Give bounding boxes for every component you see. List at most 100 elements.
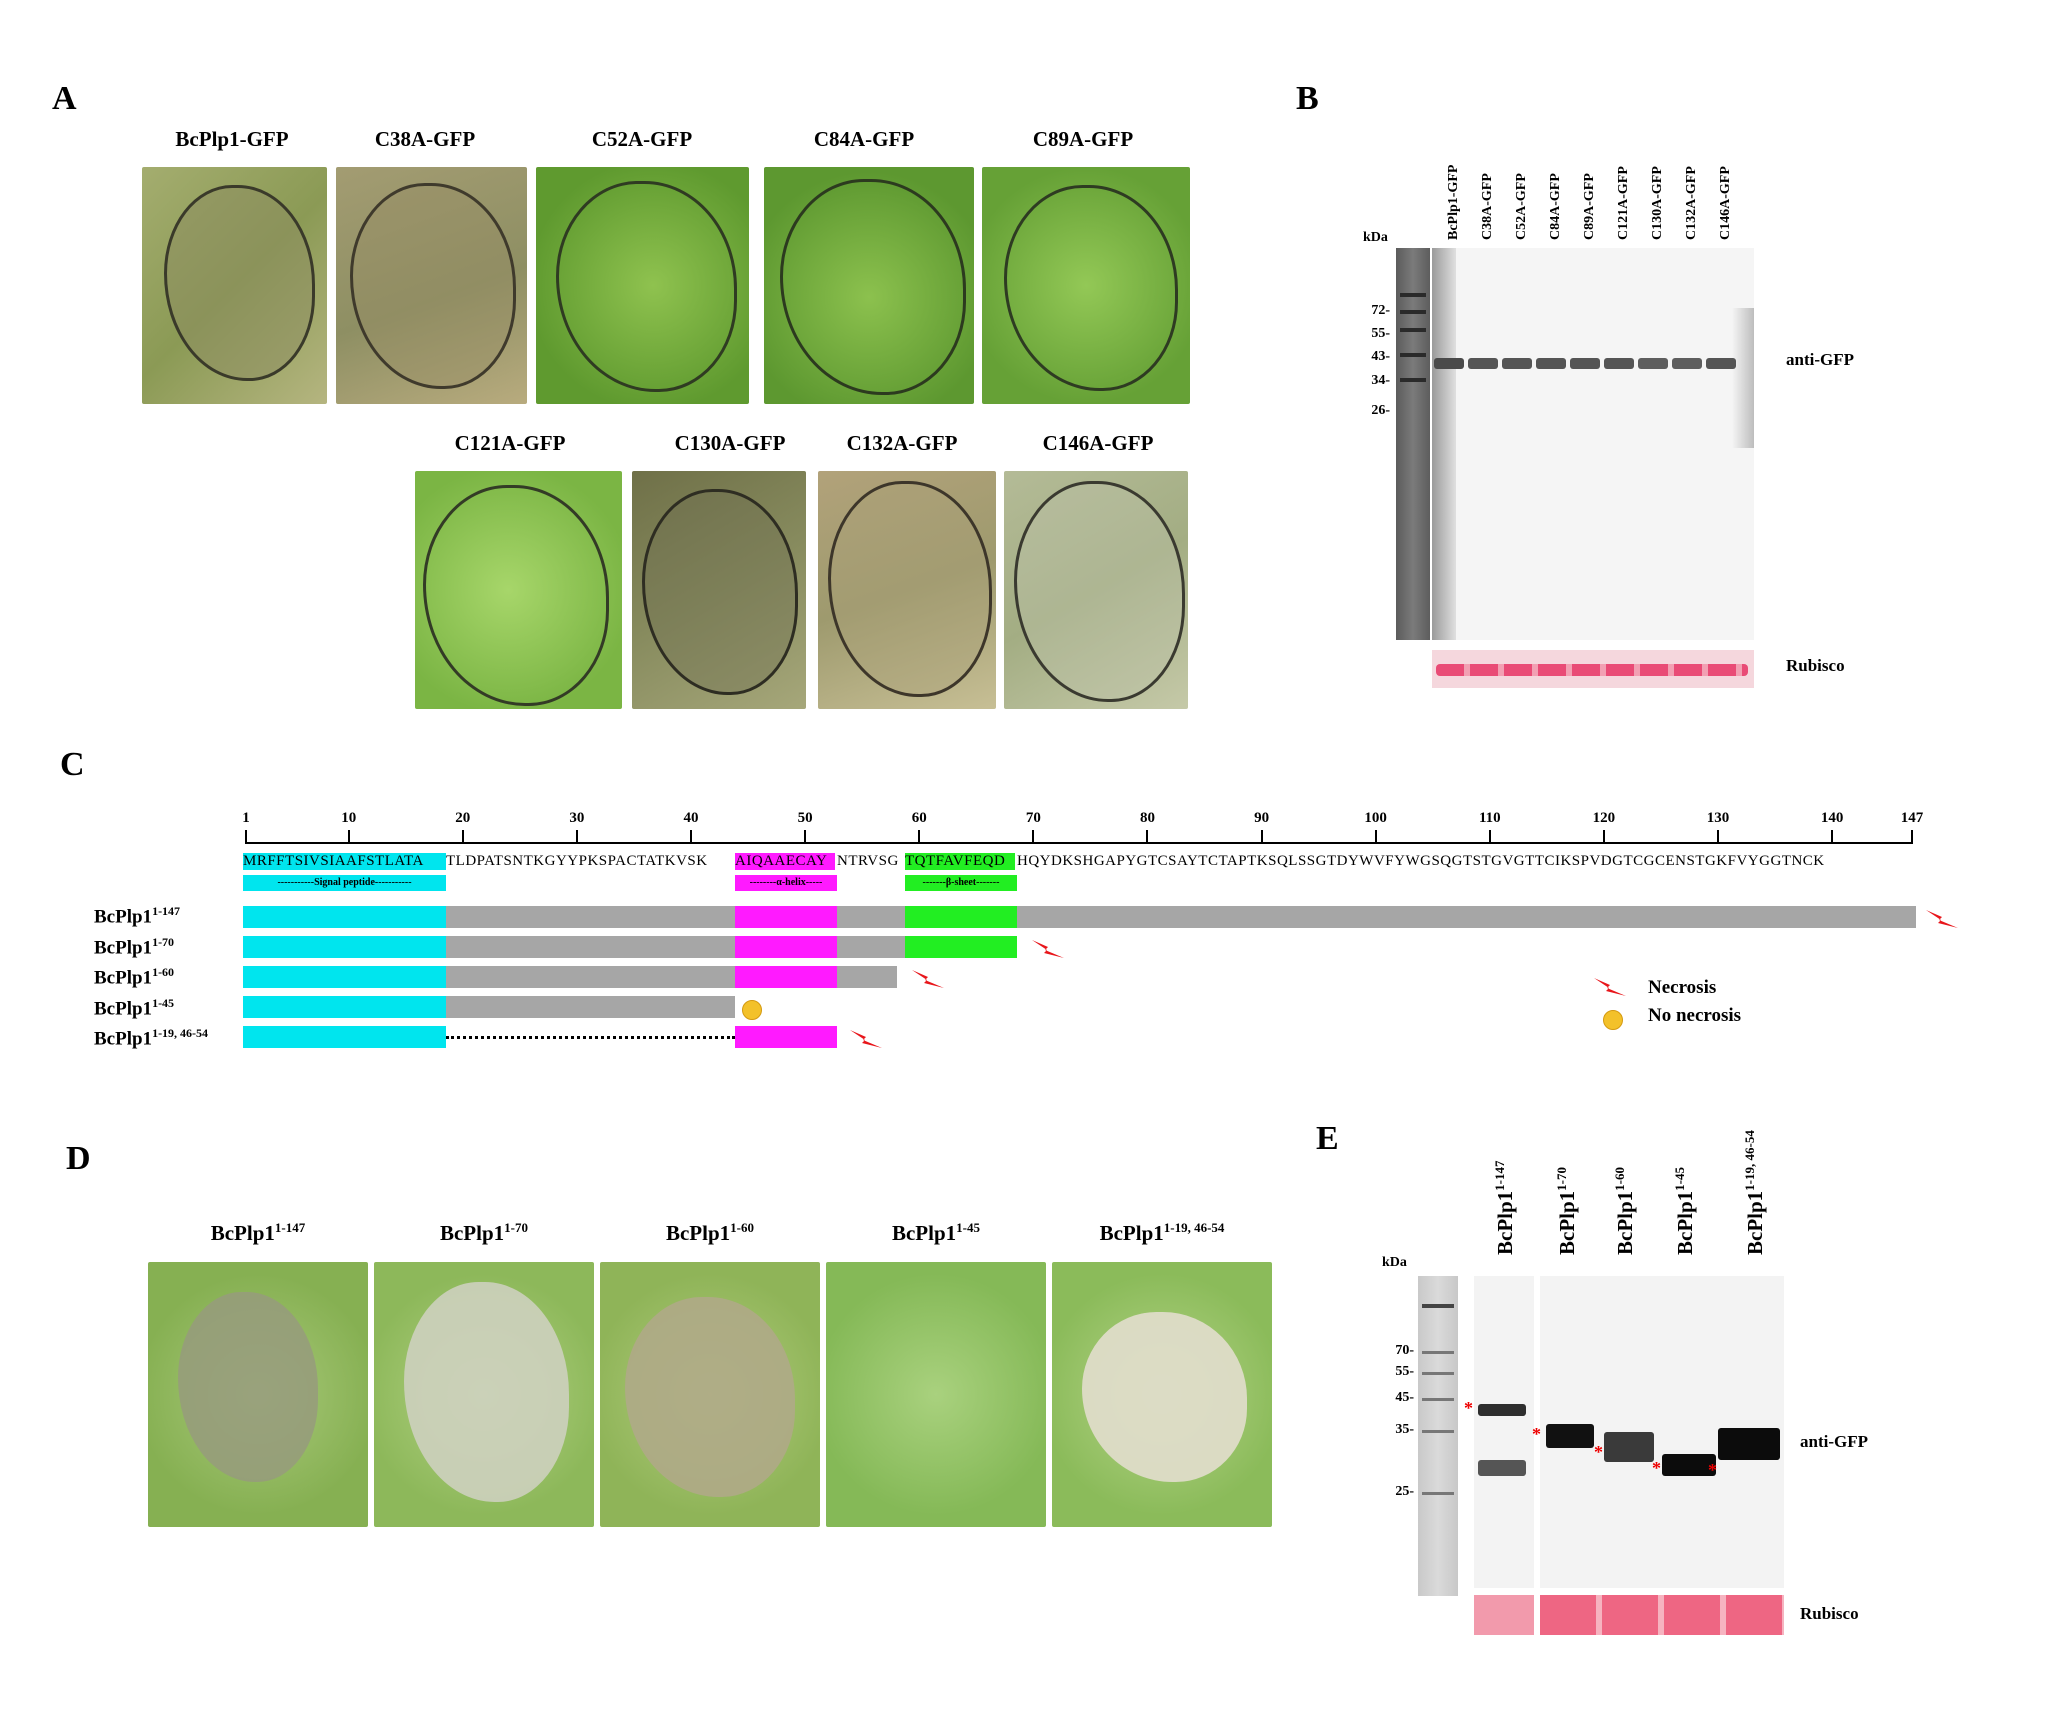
marker-43: 43- (1371, 349, 1390, 364)
leaf-image-c52a (536, 167, 749, 404)
leaf-label-d-1-19-46-54: BcPlp11-19, 46-54 (1099, 1220, 1225, 1245)
construct-1-147-gray1 (446, 906, 735, 928)
sequence-axis (246, 842, 1912, 844)
lane-label-e-1-147: BcPlp11-147 (1492, 1160, 1517, 1255)
leaf-label-c89a: C89A-GFP (1032, 127, 1134, 151)
feature-signal-peptide: -----------Signal peptide----------- (243, 875, 446, 891)
axis-tick (1146, 830, 1149, 844)
seq-mid1: TLDPATSNTKGYYPKSPACTATKVSK (446, 853, 708, 869)
band-b-lane7 (1638, 358, 1668, 369)
panel-b-letter: B (1296, 80, 1319, 117)
lane-label-e-1-45: BcPlp11-45 (1672, 1166, 1697, 1255)
construct-label-1-60: BcPlp11-60 (94, 965, 175, 989)
leaf-image-c132a (818, 471, 996, 709)
band-b-lane6 (1604, 358, 1634, 369)
panel-a-letter: A (52, 80, 77, 117)
axis-tick-label: 70 (1025, 810, 1041, 826)
leaf-label-d-1-70: BcPlp11-70 (439, 1220, 528, 1245)
construct-46-54-helix (735, 1026, 837, 1048)
leaf-image-c84a (764, 167, 974, 404)
construct-1-45-signal (243, 996, 446, 1018)
axis-tick-label: 1 (242, 810, 250, 826)
axis-tick-label: 120 (1592, 810, 1616, 826)
lane-label-c52a: C52A-GFP (1514, 173, 1529, 240)
construct-1-147-signal (243, 906, 446, 928)
feature-alpha-helix: --------α-helix----- (735, 875, 837, 891)
construct-label-1-147: BcPlp11-147 (94, 904, 181, 928)
band-b-lane8 (1672, 358, 1702, 369)
necrosis-bolt-icon (1032, 940, 1064, 958)
axis-tick-label: 100 (1364, 810, 1387, 826)
axis-tick-label: 140 (1820, 810, 1844, 826)
leaf-image-c89a (982, 167, 1190, 404)
lane-label-c130a: C130A-GFP (1650, 166, 1665, 240)
lane-label-c132a: C132A-GFP (1684, 166, 1699, 240)
construct-1-70-sheet (905, 936, 1017, 958)
axis-tick-label: 60 (911, 810, 927, 826)
axis-tick (804, 830, 807, 844)
axis-tick-label: 90 (1254, 810, 1270, 826)
axis-tick (1602, 830, 1605, 844)
necrosis-bolt-icon (850, 1030, 882, 1048)
marker-26: 26- (1371, 403, 1390, 418)
asterisk-icon: * (1532, 1424, 1541, 1444)
construct-1-147-helix (735, 906, 837, 928)
panel-d-letter: D (66, 1140, 91, 1177)
construct-label-1-19-46-54: BcPlp11-19, 46-54 (94, 1026, 209, 1050)
leaf-image-c146a (1004, 471, 1188, 709)
band-e-1-60 (1604, 1432, 1654, 1462)
construct-1-147-gray2 (837, 906, 905, 928)
axis-tick-label: 50 (797, 810, 813, 826)
panel-e-letter: E (1316, 1120, 1339, 1157)
leaf-label-d-1-60: BcPlp11-60 (665, 1220, 754, 1245)
lane-label-e-1-19-46-54: BcPlp11-19, 46-54 (1742, 1130, 1767, 1255)
axis-tick (575, 830, 578, 844)
axis-tick (347, 830, 350, 844)
lane-label-e-1-60: BcPlp11-60 (1612, 1166, 1637, 1255)
axis-tick (918, 830, 921, 844)
leaf-label-c38a: C38A-GFP (374, 127, 476, 151)
axis-tick (1831, 830, 1834, 844)
no-necrosis-smiley-icon (742, 1000, 762, 1020)
seq-signal-peptide: MRFFTSIVSIAAFSTLATA (243, 853, 446, 870)
panel-e-loading: Rubisco (1800, 1604, 1859, 1623)
marker-e-25: 25- (1395, 1484, 1414, 1499)
marker-e-70: 70- (1395, 1343, 1414, 1358)
leaf-label-c52a: C52A-GFP (591, 127, 693, 151)
leaf-label-d-1-147: BcPlp11-147 (210, 1220, 306, 1245)
panel-b-antibody: anti-GFP (1786, 350, 1854, 369)
marker-e-35: 35- (1395, 1422, 1414, 1437)
axis-tick-label: 147 (1900, 810, 1924, 826)
leaf-image-d-1-19-46-54 (1052, 1262, 1272, 1527)
panel-e-antibody: anti-GFP (1800, 1432, 1868, 1451)
construct-1-60-gray1 (446, 966, 735, 988)
leaf-label-c84a: C84A-GFP (813, 127, 915, 151)
construct-label-1-70: BcPlp11-70 (94, 935, 175, 959)
construct-1-60-helix (735, 966, 837, 988)
construct-label-1-45: BcPlp11-45 (94, 996, 175, 1020)
axis-tick (1260, 830, 1263, 844)
lane-label-c146a: C146A-GFP (1718, 166, 1733, 240)
rubisco-strip-b (1432, 650, 1754, 688)
leaf-image-d-1-60 (600, 1262, 820, 1527)
asterisk-icon: * (1652, 1458, 1661, 1478)
axis-tick (461, 830, 464, 844)
panel-b-loading: Rubisco (1786, 656, 1845, 675)
asterisk-icon: * (1464, 1398, 1473, 1418)
construct-1-70-signal (243, 936, 446, 958)
construct-1-19-signal (243, 1026, 446, 1048)
marker-e-45: 45- (1395, 1390, 1414, 1405)
band-e-1-147-upper (1478, 1404, 1526, 1416)
axis-tick-label: 40 (683, 810, 699, 826)
leaf-label-d-1-45: BcPlp11-45 (891, 1220, 980, 1245)
legend-necrosis-icon (1594, 978, 1626, 996)
marker-e-55: 55- (1395, 1364, 1414, 1379)
asterisk-icon: * (1708, 1460, 1717, 1480)
axis-tick-label: 110 (1478, 810, 1501, 826)
axis-tick (1032, 830, 1035, 844)
leaf-image-c130a (632, 471, 806, 709)
band-b-lane2 (1468, 358, 1498, 369)
band-b-lane5 (1570, 358, 1600, 369)
axis-tick (1911, 830, 1913, 844)
axis-tick (1717, 830, 1719, 844)
